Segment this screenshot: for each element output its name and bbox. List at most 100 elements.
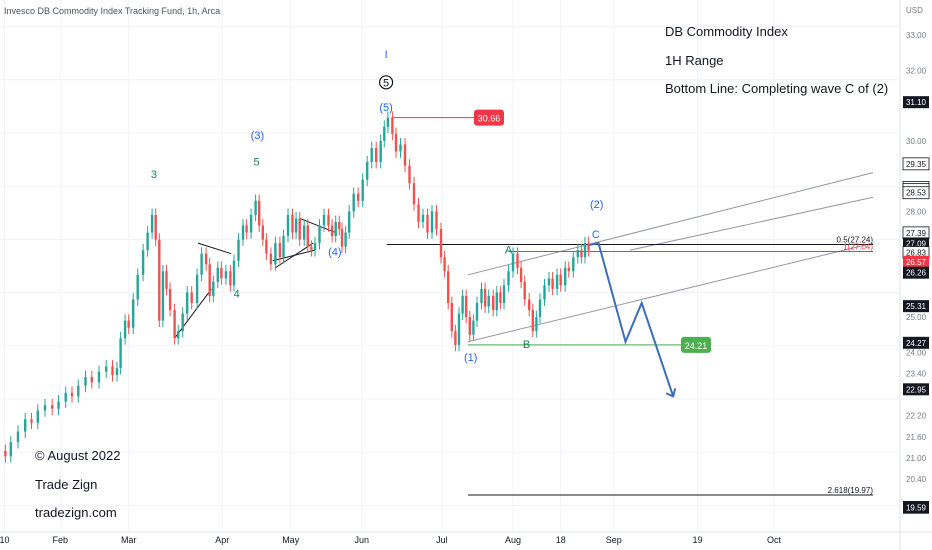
candle-body <box>480 288 483 303</box>
candle-body <box>161 271 165 321</box>
y-tick-label: 25.00 <box>906 313 927 322</box>
wave-label: C <box>592 229 600 241</box>
price-tag-label: 22.95 <box>906 385 927 394</box>
candle-body <box>84 376 87 386</box>
x-tick-label: Jun <box>355 535 370 545</box>
candle-body <box>516 253 519 268</box>
time-axis[interactable]: 10 Feb Mar Apr May Jun Jul Aug 18 Sep 19 Oct <box>0 535 781 545</box>
y-tick-label: 20.40 <box>906 475 927 484</box>
candle-body <box>303 225 306 240</box>
candle-body <box>165 271 168 289</box>
x-tick-label: Sep <box>606 535 622 545</box>
x-tick-label: 19 <box>692 535 702 545</box>
candle-body <box>450 302 453 332</box>
candle-body <box>16 431 20 443</box>
candle-body <box>454 331 457 345</box>
y-tick-label: 24.00 <box>906 348 927 357</box>
candle-body <box>318 225 321 244</box>
candle-body <box>383 126 386 141</box>
candle-body <box>519 267 523 282</box>
wave-label: 5 <box>383 77 389 89</box>
candle-body <box>523 281 526 300</box>
candle-body <box>245 225 248 233</box>
candle-body <box>298 218 301 240</box>
x-tick-label: Oct <box>767 535 782 545</box>
candle-body <box>483 288 487 307</box>
candle-body <box>90 376 93 383</box>
price-tag-label: 19.59 <box>906 504 927 513</box>
candle-body <box>220 267 223 279</box>
candle-body <box>9 442 12 457</box>
candle-body <box>394 133 398 152</box>
x-tick-label: Aug <box>505 535 521 545</box>
price-tag-box <box>903 383 929 396</box>
candle-body <box>224 271 228 279</box>
candle-body <box>168 288 172 311</box>
candle-body <box>338 221 341 230</box>
candle-body <box>447 271 450 303</box>
candle-body <box>249 214 253 233</box>
wave-label: (5) <box>379 102 392 114</box>
candle-body <box>24 419 27 432</box>
info-bottom-line: Bottom Line: Completing wave C of (2) <box>665 81 889 96</box>
price-tag-box <box>903 266 929 279</box>
candle-body <box>232 260 236 286</box>
candle-body <box>487 295 490 307</box>
candle-body <box>511 253 515 272</box>
trend-line <box>299 217 336 233</box>
level-marker-box <box>474 109 504 126</box>
y-tick-label: 21.60 <box>906 433 927 442</box>
price-axis[interactable]: 33.00 32.00 30.00 28.00 25.00 24.00 23.40 22.20… <box>902 31 930 514</box>
candle-body <box>421 214 425 222</box>
candle-body <box>265 239 268 254</box>
candle-body <box>254 200 257 215</box>
channel-line <box>467 172 874 276</box>
wave-label: (1) <box>464 352 477 364</box>
candle-body <box>123 320 127 339</box>
fib-level-label: 1(27.04) <box>843 243 873 252</box>
candle-body <box>344 232 347 247</box>
candle-body <box>43 405 47 411</box>
y-tick-label: 32.00 <box>906 66 927 75</box>
candle-body <box>57 401 60 409</box>
price-levels: 30.66 24.21 0.5(27.24)1(27.04) 2.618(19.97) <box>387 109 873 496</box>
candle-body <box>361 179 364 201</box>
level-marker-box <box>681 336 711 353</box>
candle-body <box>366 162 369 180</box>
price-tag-box <box>903 255 929 268</box>
candle-body <box>499 292 502 303</box>
candle-body <box>310 246 313 251</box>
candle-body <box>141 250 145 275</box>
candle-body <box>330 225 334 237</box>
level-marker-label: 24.21 <box>685 341 708 351</box>
x-tick-label: Mar <box>121 535 137 545</box>
candle-body <box>417 204 420 222</box>
price-tag-label: 31.10 <box>906 98 927 107</box>
price-tag-label: 26.26 <box>906 269 927 278</box>
price-tag-label: 26.57 <box>906 258 927 267</box>
projection-arrowhead <box>665 388 677 398</box>
candle-body <box>258 200 261 226</box>
candle-body <box>237 239 240 261</box>
price-tag-label: 27.39 <box>906 229 927 238</box>
symbol-title: Invesco DB Commodity Index Tracking Fund… <box>4 6 221 16</box>
candle-body <box>212 281 215 296</box>
price-tag-label: 26.83 <box>906 249 927 258</box>
candle-body <box>306 225 309 247</box>
candle-body <box>334 221 337 237</box>
price-tag-label: 27.09 <box>906 239 927 248</box>
candle-body <box>543 285 546 300</box>
candle-body <box>173 310 176 339</box>
candle-body <box>51 405 54 409</box>
candle-body <box>208 264 211 296</box>
price-tag-box <box>903 501 929 514</box>
x-tick-label: 10 <box>0 535 10 545</box>
candle-body <box>443 257 446 272</box>
wave-label: (3) <box>251 130 264 142</box>
candle-body <box>4 450 7 457</box>
y-tick-label: 21.00 <box>906 454 927 463</box>
candle-body <box>269 253 273 265</box>
candle-body <box>136 274 139 300</box>
trend-line <box>174 288 212 339</box>
candle-body <box>278 243 282 258</box>
